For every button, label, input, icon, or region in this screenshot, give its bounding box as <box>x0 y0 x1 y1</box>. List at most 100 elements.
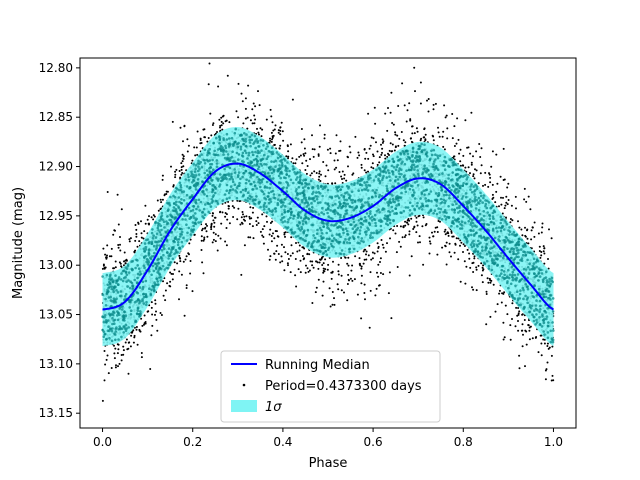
scatter-point <box>528 329 531 332</box>
band-point <box>313 236 317 240</box>
band-point <box>508 273 512 277</box>
scatter-point <box>311 302 314 304</box>
scatter-point <box>501 212 504 215</box>
scatter-point <box>217 85 220 88</box>
scatter-point <box>271 220 274 223</box>
scatter-point <box>331 291 334 293</box>
scatter-point <box>308 253 311 256</box>
band-point <box>334 252 338 255</box>
band-point <box>198 154 201 158</box>
scatter-point <box>287 150 290 153</box>
scatter-point <box>453 251 456 254</box>
scatter-point <box>384 250 387 253</box>
band-point <box>482 219 485 222</box>
scatter-point <box>206 235 209 238</box>
band-point <box>264 147 268 151</box>
scatter-point <box>221 211 224 214</box>
scatter-point <box>273 128 276 131</box>
scatter-point <box>144 322 147 325</box>
band-point <box>240 154 244 157</box>
scatter-point <box>210 228 213 231</box>
band-point <box>443 168 447 172</box>
band-point <box>345 229 349 233</box>
scatter-point <box>244 107 247 110</box>
band-point <box>213 149 216 153</box>
band-point <box>381 178 384 182</box>
scatter-point <box>201 261 204 264</box>
scatter-point <box>318 261 321 264</box>
band-point <box>539 304 542 308</box>
band-point <box>485 252 489 256</box>
scatter-point <box>119 249 122 252</box>
scatter-point <box>370 258 373 261</box>
scatter-point <box>502 321 505 324</box>
scatter-point <box>270 131 273 134</box>
scatter-point <box>287 157 289 160</box>
scatter-point <box>504 204 507 207</box>
band-point <box>119 327 122 330</box>
scatter-point <box>509 218 512 220</box>
band-point <box>439 207 443 211</box>
scatter-point <box>470 161 473 164</box>
band-point <box>427 173 431 177</box>
scatter-point <box>360 267 363 270</box>
band-point <box>479 218 483 222</box>
scatter-point <box>473 255 476 258</box>
scatter-point <box>390 91 393 94</box>
scatter-point <box>270 240 273 243</box>
scatter-point <box>482 264 485 267</box>
scatter-point <box>142 237 145 240</box>
band-point <box>175 200 178 204</box>
scatter-point <box>134 249 137 252</box>
scatter-point <box>415 216 418 219</box>
scatter-point <box>472 261 475 264</box>
scatter-point <box>221 115 224 118</box>
scatter-point <box>274 230 277 232</box>
band-point <box>254 139 257 143</box>
band-point <box>248 135 252 139</box>
scatter-point <box>473 177 476 180</box>
scatter-point <box>269 255 272 258</box>
scatter-point <box>224 240 227 243</box>
scatter-point <box>354 135 357 138</box>
scatter-point <box>517 307 520 309</box>
scatter-point <box>492 283 495 286</box>
scatter-point <box>132 341 135 344</box>
scatter-point <box>528 338 531 341</box>
scatter-point <box>413 132 416 135</box>
scatter-point <box>377 247 380 249</box>
scatter-point <box>128 238 131 241</box>
scatter-point <box>500 203 503 206</box>
scatter-point <box>505 216 507 219</box>
band-point <box>175 226 178 229</box>
scatter-point <box>255 220 258 223</box>
scatter-point <box>538 250 541 252</box>
scatter-point <box>552 379 555 382</box>
band-point <box>348 241 352 245</box>
scatter-point <box>541 226 544 229</box>
scatter-point <box>218 118 221 121</box>
scatter-point <box>331 303 334 306</box>
scatter-point <box>311 260 314 263</box>
scatter-point <box>254 118 257 121</box>
scatter-point <box>539 256 542 259</box>
scatter-point <box>259 127 262 130</box>
scatter-point <box>434 102 437 105</box>
band-point <box>440 218 444 221</box>
scatter-point <box>211 124 214 126</box>
scatter-point <box>295 242 297 244</box>
scatter-point <box>178 256 181 259</box>
band-point <box>479 252 482 255</box>
scatter-point <box>347 256 350 259</box>
scatter-point <box>149 368 152 370</box>
scatter-point <box>188 242 191 245</box>
scatter-point <box>185 287 188 289</box>
band-point <box>476 215 479 219</box>
scatter-point <box>308 269 311 272</box>
scatter-point <box>212 231 215 234</box>
scatter-point <box>219 211 221 214</box>
scatter-point <box>533 235 536 238</box>
scatter-point <box>251 225 254 228</box>
scatter-point <box>206 140 209 143</box>
band-point <box>479 199 482 202</box>
